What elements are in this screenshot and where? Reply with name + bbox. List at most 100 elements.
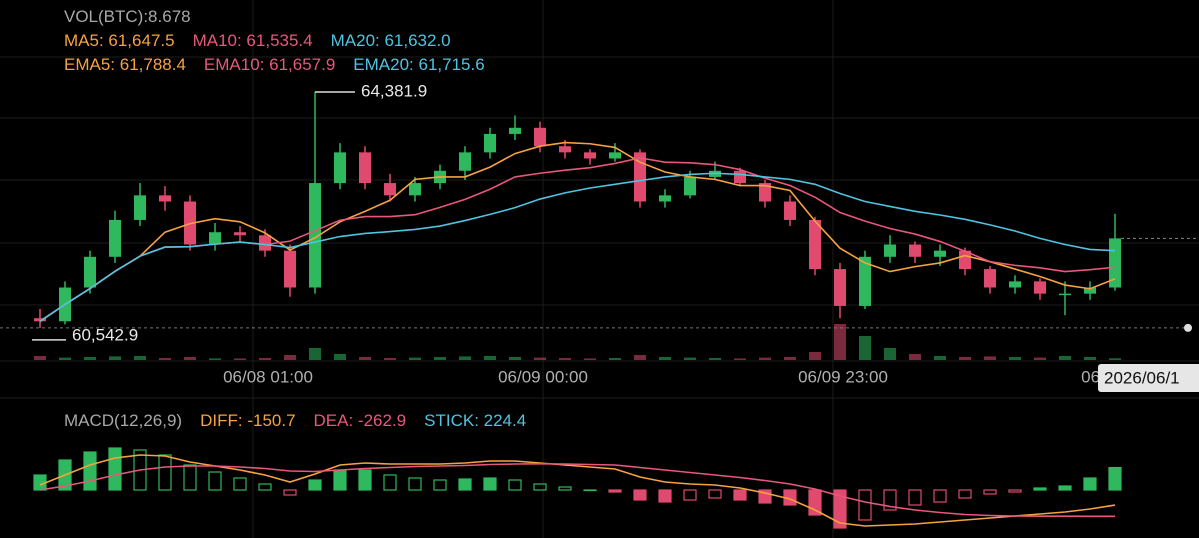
volume-bar [159,358,171,360]
high-label: 64,381.9 [361,82,427,101]
volume-bar [959,357,971,360]
macd-stick [1008,489,1022,493]
volume-bar [884,348,896,360]
macd-stick [233,477,247,491]
volume-bar [759,357,771,360]
time-tooltip-text: 2026/06/1 [1104,368,1180,387]
candle-body [409,183,421,196]
candle-body [584,152,596,159]
volume-bar [834,324,846,360]
volume-bar [1034,357,1046,360]
macd-stick [658,489,672,503]
volume-bar [109,356,121,360]
macd-stick [283,489,297,496]
legend-row: VOL(BTC):8.678 [64,7,191,26]
candle-body [359,152,371,184]
candle-body [84,256,96,288]
volume-bar [509,357,521,360]
macd-stick [583,489,597,492]
volume-bar [459,356,471,360]
volume-bar [309,348,321,360]
volume-bar [409,357,421,360]
macd-stick [258,483,272,491]
macd-stick [633,489,647,501]
legend-entry: MA10: 61,535.4 [193,31,313,50]
candle-body [734,170,746,184]
x-tick-label: 06/09 00:00 [498,367,588,386]
macd-stick [83,451,97,491]
macd-stick [1083,477,1097,491]
volume-bar [784,357,796,360]
macd-stick [508,479,522,491]
legend-entry: VOL(BTC):8.678 [64,7,191,26]
macd-stick [1033,487,1047,491]
candle-body [209,232,221,245]
candle-body [484,133,496,153]
macd-stick [208,471,222,491]
low-handle [1184,323,1192,332]
volume-bar [734,358,746,360]
legend-entry: DEA: -262.9 [314,411,407,430]
volume-bar [209,358,221,360]
volume-bar [34,356,46,360]
candle-body [534,127,546,147]
volume-bar [334,354,346,360]
candle-body [559,146,571,153]
volume-bar [809,352,821,360]
candle-body [1084,287,1096,294]
volume-bar [559,358,571,360]
candle-body [259,235,271,251]
legend-entry: MA20: 61,632.0 [331,31,451,50]
legend-entry: MA5: 61,647.5 [64,31,175,50]
volume-bar [984,356,996,360]
volume-bar [609,358,621,360]
candle-body [684,176,696,196]
candle-body [859,256,871,306]
volume-bar [184,357,196,360]
volume-bar [484,356,496,360]
macd-stick [533,483,547,491]
candle-body [34,318,46,322]
volume-bar [1084,357,1096,360]
ma-line [39,172,1116,322]
volume-bar [634,355,646,360]
x-tick-label: 06/08 01:00 [223,367,313,386]
ma-line [39,157,1116,322]
candle-body [759,183,771,202]
legend-entry: EMA10: 61,657.9 [204,55,335,74]
volume-bar [1109,358,1121,360]
volume-bar [584,358,596,360]
macd-stick [333,469,347,491]
macd-stick [983,489,997,495]
macd-stick [833,489,847,529]
macd-stick [108,447,122,491]
candle-body [959,250,971,270]
candle-body [984,269,996,288]
volume-bar [934,356,946,360]
candle-body [1034,281,1046,294]
volume-bar [534,357,546,360]
candle-body [634,152,646,202]
macd-stick [433,479,447,491]
macd-stick [858,489,872,521]
candle-body [909,244,921,257]
candle-body [834,269,846,306]
candle-body [159,195,171,202]
candle-body [784,201,796,220]
legend-entry: EMA5: 61,788.4 [64,55,186,74]
volume-bar [659,357,671,360]
volume-bar [1059,356,1071,360]
ma-line [39,141,1116,322]
macd-stick [933,489,947,503]
low-label: 60,542.9 [72,325,138,344]
macd-stick [958,489,972,499]
macd-stick [883,489,897,511]
volume-bar [284,355,296,360]
candle-body [934,250,946,257]
macd-stick [483,477,497,491]
volume-bar [59,357,71,360]
candle-body [334,152,346,184]
candle-body [459,152,471,171]
